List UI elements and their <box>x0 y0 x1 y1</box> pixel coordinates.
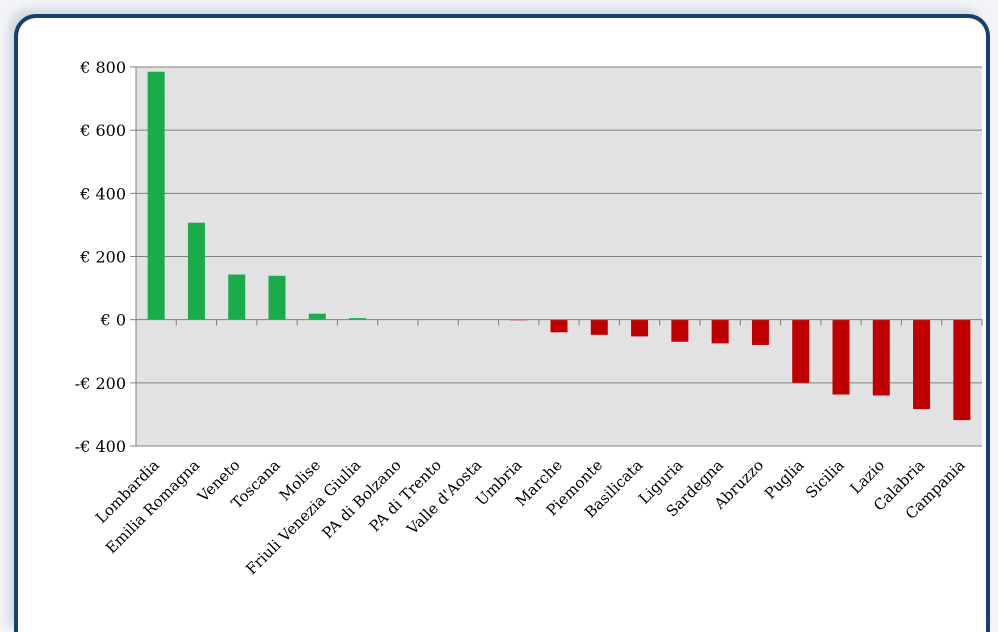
bar <box>832 319 850 395</box>
bar <box>711 319 729 344</box>
y-tick-label: -€ 400 <box>75 437 126 456</box>
y-tick-label: -€ 200 <box>75 374 126 393</box>
bar <box>631 319 649 337</box>
y-tick-label: € 400 <box>79 184 126 203</box>
category-label: Sicilia <box>802 456 848 502</box>
bar <box>187 222 205 320</box>
y-tick-label: € 200 <box>79 248 126 267</box>
category-label: Puglia <box>761 456 808 503</box>
bar <box>228 274 246 320</box>
bar <box>751 319 769 345</box>
y-tick-label: € 600 <box>79 121 126 140</box>
bar <box>671 319 689 342</box>
bar <box>913 319 931 410</box>
y-tick-label: € 800 <box>79 58 126 77</box>
bar <box>872 319 890 396</box>
bar <box>792 319 810 383</box>
bar <box>268 275 286 320</box>
bar <box>590 319 608 335</box>
bar <box>550 319 568 333</box>
y-tick-label: € 0 <box>100 311 126 330</box>
bar <box>147 71 165 320</box>
bar <box>953 319 971 421</box>
bar <box>349 318 367 320</box>
bar <box>308 313 326 320</box>
